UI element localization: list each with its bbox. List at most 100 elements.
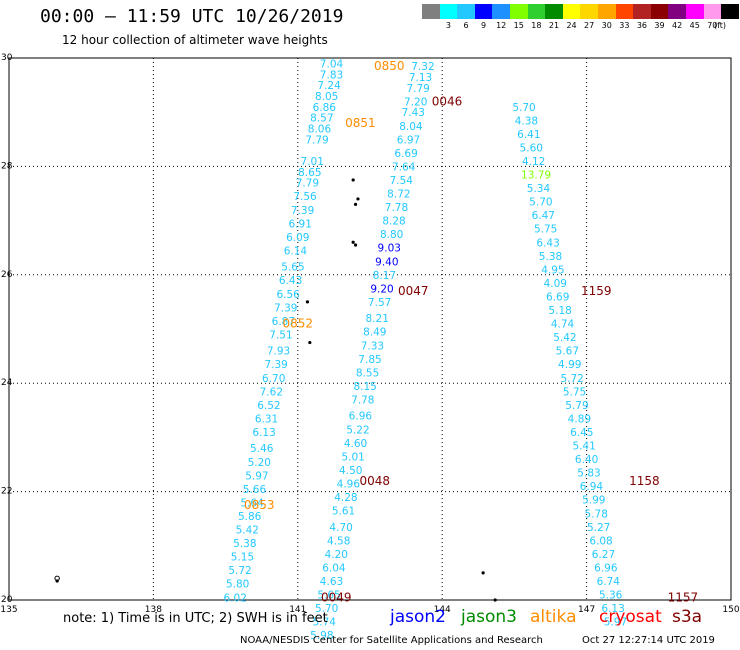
scale-label: 24 <box>566 21 577 30</box>
mission-s3a: s3a <box>672 607 703 627</box>
swh-value: 9.20 <box>370 283 393 295</box>
swh-value: 4.74 <box>551 319 575 331</box>
swh-value: 4.38 <box>515 115 538 127</box>
swh-value: 4.96 <box>337 478 361 490</box>
y-tick-label: 28 <box>1 161 13 171</box>
swh-value: 6.14 <box>284 245 308 257</box>
swh-value: 7.32 <box>411 61 434 73</box>
swh-value: 9.40 <box>375 256 398 268</box>
pass-time-label: 0851 <box>345 116 376 130</box>
swh-value: 4.60 <box>344 438 367 450</box>
swh-value: 7.93 <box>267 346 290 358</box>
x-tick-label: 141 <box>289 605 306 615</box>
pass-time-label: 0853 <box>244 498 275 512</box>
island-dot <box>493 598 497 602</box>
scale-label: 45 <box>689 21 700 30</box>
swh-value: 5.78 <box>585 508 608 520</box>
swh-value: 6.27 <box>592 549 615 561</box>
swh-value: 8.06 <box>308 123 332 135</box>
swh-value: 5.66 <box>243 484 267 496</box>
swh-value: 5.83 <box>577 468 600 480</box>
scale-cell <box>422 4 440 31</box>
pass-time-label: 0049 <box>321 590 352 604</box>
swh-value: 7.39 <box>264 359 287 371</box>
y-tick-label: 20 <box>1 595 13 605</box>
swh-value: 6.13 <box>601 603 624 615</box>
pass-time-label: 0047 <box>398 284 429 298</box>
scale-cell <box>721 4 739 31</box>
swh-value: 7.64 <box>392 161 416 173</box>
swh-value: 7.04 <box>320 58 344 70</box>
swh-value: 5.41 <box>572 441 595 453</box>
scale-unit: (ft) <box>714 21 727 30</box>
swh-value: 5.79 <box>565 400 588 412</box>
scale-cell: 36 <box>633 4 651 31</box>
scale-swatch <box>562 4 581 19</box>
swh-value: 9.03 <box>378 243 401 255</box>
swh-value: 7.24 <box>317 80 341 92</box>
mission-jason3: jason3 <box>461 607 517 627</box>
map-title: 00:00 – 11:59 UTC 10/26/2019 <box>40 6 344 27</box>
scale-label: 6 <box>463 21 469 30</box>
footer-timestamp: Oct 27 12:27:14 UTC 2019 <box>582 635 715 646</box>
mission-cryosat: cryosat <box>599 607 662 627</box>
swh-value: 8.49 <box>363 327 386 339</box>
swh-value: 6.56 <box>276 289 300 301</box>
swh-value: 8.28 <box>382 216 405 228</box>
swh-value: 6.09 <box>286 232 309 244</box>
scale-label: 12 <box>496 21 507 30</box>
swh-value: 5.61 <box>332 506 355 518</box>
swh-value: 6.13 <box>252 427 275 439</box>
swh-value: 5.42 <box>553 332 576 344</box>
swh-value: 7.79 <box>296 178 319 190</box>
swh-value: 6.04 <box>322 562 346 574</box>
swh-value: 8.04 <box>399 121 423 133</box>
island-dot <box>353 243 358 247</box>
scale-swatch <box>668 4 686 19</box>
scale-swatch <box>580 4 598 19</box>
pass-time-label: 1157 <box>668 590 699 604</box>
swh-value: 8.21 <box>366 313 389 325</box>
scale-swatch <box>615 4 634 19</box>
swh-value: 5.70 <box>512 102 535 114</box>
island-dot <box>356 197 360 201</box>
swh-value: 4.63 <box>320 576 343 588</box>
swh-value: 7.83 <box>320 69 343 81</box>
swh-value: 6.47 <box>532 210 555 222</box>
swh-value: 7.43 <box>402 107 425 119</box>
island-dot <box>308 340 312 345</box>
scale-label: 18 <box>531 21 542 30</box>
scale-swatch <box>703 4 722 19</box>
swh-value: 6.43 <box>536 237 559 249</box>
y-tick-label: 24 <box>1 378 13 388</box>
swh-value: 5.72 <box>228 565 251 577</box>
scale-cell: 70 <box>703 4 722 31</box>
scale-cell: 24 <box>562 4 581 31</box>
scale-cell: 42 <box>668 4 686 31</box>
scale-cell: 15 <box>509 4 528 31</box>
swh-value: 4.70 <box>329 522 352 534</box>
scale-label: 21 <box>548 21 560 30</box>
scale-label: 39 <box>654 21 665 30</box>
swh-value: 5.97 <box>604 617 627 629</box>
swh-value: 5.65 <box>317 590 340 602</box>
swh-value: 6.43 <box>279 275 302 287</box>
swh-value: 5.15 <box>231 552 254 564</box>
wave-height-color-scale: 3 6 9 12 15 18 21 24 27 30 33 36 39 42 45 70 <box>422 4 739 31</box>
scale-cell: 30 <box>597 4 616 31</box>
swh-value: 4.28 <box>334 492 357 504</box>
swh-value: 6.45 <box>570 427 593 439</box>
swh-value: 7.78 <box>351 394 374 406</box>
swh-value: 5.70 <box>529 197 552 209</box>
swh-value: 5.75 <box>534 224 557 236</box>
scale-swatch <box>439 4 458 19</box>
scale-swatch <box>545 4 563 19</box>
swh-value: 5.18 <box>548 305 571 317</box>
swh-value: 8.57 <box>310 113 333 125</box>
swh-value: 8.15 <box>353 381 376 393</box>
swh-value: 5.36 <box>599 590 623 602</box>
scale-label: 3 <box>445 21 451 30</box>
swh-value: 7.13 <box>409 72 432 84</box>
scale-label: 15 <box>513 21 524 30</box>
